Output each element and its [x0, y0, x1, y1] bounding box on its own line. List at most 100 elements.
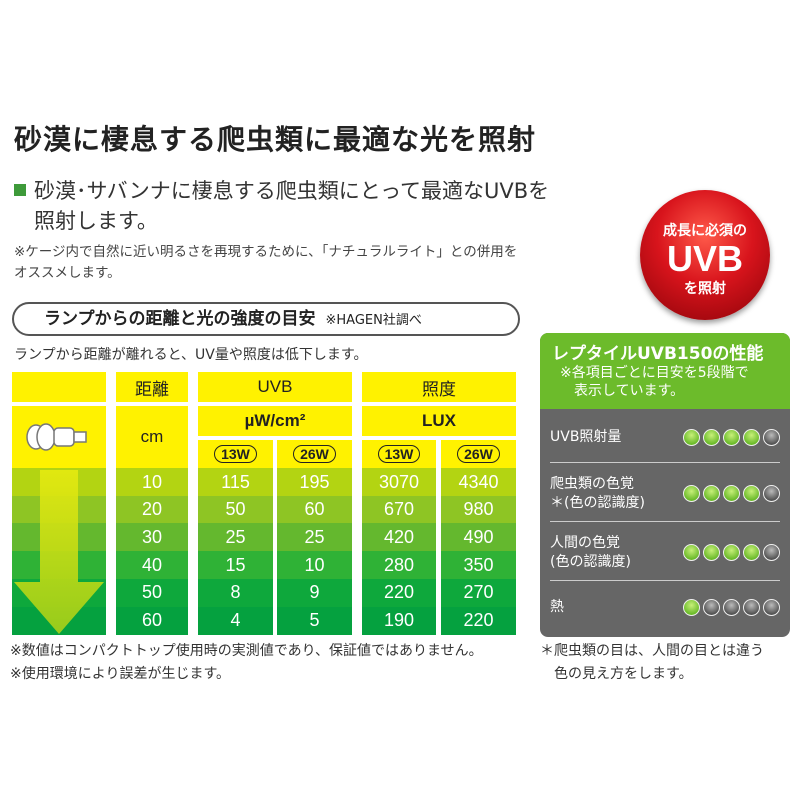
- cell-cm: 30: [116, 523, 188, 552]
- cell-lux13-text: 220: [383, 582, 415, 603]
- performance-row: 爬虫類の色覚 ＊(色の認識度): [550, 466, 780, 522]
- panel-subtitle-2: 表示しています。: [574, 383, 685, 399]
- badge-line-2: UVB: [666, 238, 743, 279]
- bullet-square-icon: [14, 184, 26, 196]
- performance-row: UVB照射量: [550, 413, 780, 463]
- badge-line-3: を照射: [684, 281, 726, 297]
- footnote-2: ※使用環境により誤差が生じます。: [10, 666, 231, 682]
- rating-dot-icon: [763, 429, 780, 446]
- label-line: 人間の色覚: [550, 534, 620, 551]
- cell-uvb26-text: 25: [304, 526, 325, 547]
- lamp-bulb-icon: [26, 423, 87, 451]
- label-line: UVB照射量: [550, 429, 622, 445]
- cell-uvb13-text: 50: [225, 499, 246, 520]
- rating-dot-icon: [723, 544, 740, 561]
- rating-dot-icon: [683, 598, 700, 616]
- rating-dot-icon: [723, 485, 740, 502]
- cell-uvb26: 60: [277, 495, 352, 524]
- cell-uvb13-text: 8: [230, 582, 241, 603]
- cell-uvb13: 115: [198, 468, 273, 497]
- cell-uvb26-text: 195: [299, 471, 330, 492]
- cell-cm-text: 40: [141, 554, 163, 575]
- cell-uvb26: 5: [277, 606, 352, 635]
- performance-label: UVB照射量: [550, 428, 621, 447]
- performance-row: 人間の色覚 (色の認識度): [550, 525, 780, 581]
- section-title-text: ランプからの距離と光の強度の目安: [44, 309, 316, 329]
- performance-label: 熱: [550, 598, 564, 617]
- rating-dot-icon: [683, 429, 700, 446]
- lead-text: 砂漠･サバンナに棲息する爬虫類にとって最適なUVBを 照射します。: [14, 176, 549, 236]
- cell-uvb26: 10: [277, 551, 352, 580]
- label-line: 熱: [550, 598, 564, 615]
- rating-dot-icon: [683, 544, 700, 561]
- header-watt-0: 13W: [198, 440, 273, 468]
- footnote-1: ※数値はコンパクトトップ使用時の実測値であり、保証値ではありません。: [10, 643, 483, 659]
- uvb-badge: 成長に必須の UVB を照射: [640, 190, 770, 320]
- cell-cm: 40: [116, 551, 188, 580]
- cell-lux13: 280: [362, 551, 436, 580]
- cell-lux26: 350: [441, 551, 516, 580]
- cell-lux26-text: 350: [463, 554, 494, 575]
- cell-lux26-text: 4340: [458, 471, 499, 492]
- page-title: 砂漠に棲息する爬虫類に最適な光を照射: [14, 123, 537, 156]
- lead-line-1: 砂漠･サバンナに棲息する爬虫類にとって最適なUVBを: [34, 179, 550, 203]
- cell-uvb13: 50: [198, 495, 273, 524]
- cell-lux13-text: 670: [383, 499, 415, 520]
- cell-lux13-text: 280: [383, 554, 415, 575]
- rating-dot-icon: [763, 485, 780, 502]
- cell-uvb26: 25: [277, 523, 352, 552]
- rating-dot-icon: [683, 485, 700, 502]
- note-line-2: オススメします。: [14, 265, 121, 281]
- rating-dots: [683, 544, 780, 561]
- cell-cm-text: 50: [141, 582, 163, 603]
- cell-lux13: 190: [362, 606, 436, 635]
- cell-cm-text: 20: [141, 499, 163, 520]
- header-lux: 照度: [362, 372, 516, 402]
- footnote-right-1: ＊爬虫類の目は、人間の目とは違う: [540, 643, 764, 659]
- performance-label: 人間の色覚 (色の認識度): [550, 534, 631, 572]
- rating-dot-icon: [743, 544, 760, 561]
- header-lux-unit: LUX: [362, 406, 516, 436]
- cell-uvb26-text: 10: [304, 554, 325, 575]
- cell-uvb26: 195: [277, 468, 352, 497]
- rating-dot-icon: [703, 598, 720, 616]
- cell-uvb13: 15: [198, 551, 273, 580]
- footnote-right: ＊爬虫類の目は、人間の目とは違う 色の見え方をします。: [540, 640, 764, 686]
- down-arrow-icon: [12, 470, 106, 636]
- section-title: ランプからの距離と光の強度の目安 ※HAGEN社調べ: [12, 302, 520, 336]
- note-line-1: ※ケージ内で自然に近い明るさを再現するために、「ナチュラルライト」との併用を: [14, 244, 518, 260]
- label-line: 爬虫類の色覚: [550, 475, 634, 492]
- cell-cm: 20: [116, 495, 188, 524]
- cell-uvb13-text: 15: [225, 554, 246, 575]
- cell-cm-text: 30: [141, 526, 163, 547]
- cell-lux26: 220: [441, 606, 516, 635]
- header-watt-3: 26W: [441, 440, 516, 468]
- label-line: (色の認識度): [550, 553, 631, 570]
- cell-lux26: 270: [441, 578, 516, 607]
- rating-dots: [683, 598, 780, 616]
- panel-header: レプタイルUVB150の性能 ※各項目ごとに目安を5段階で 表示しています。: [540, 333, 790, 409]
- cell-cm: 60: [116, 606, 188, 635]
- header-watt-1: 26W: [277, 440, 352, 468]
- section-source: ※HAGEN社調べ: [325, 313, 422, 328]
- rating-dot-icon: [703, 544, 720, 561]
- cell-lux26: 490: [441, 523, 516, 552]
- rating-dots: [683, 485, 780, 502]
- section-subtitle: ランプから距離が離れると、UV量や照度は低下します。: [14, 347, 368, 363]
- performance-label: 爬虫類の色覚 ＊(色の認識度): [550, 475, 645, 513]
- cell-lux13: 670: [362, 495, 436, 524]
- cell-lux26: 4340: [441, 468, 516, 497]
- rating-dot-icon: [703, 485, 720, 502]
- panel-subtitle-1: ※各項目ごとに目安を5段階で: [560, 365, 749, 381]
- header-uvb-text: UVB: [257, 377, 293, 396]
- header-cm-text: cm: [140, 427, 164, 446]
- cell-lux26: 980: [441, 495, 516, 524]
- cell-lux26-text: 490: [463, 526, 494, 547]
- rating-dot-icon: [743, 598, 760, 616]
- header-blank: [12, 372, 106, 402]
- footnote-right-2: 色の見え方をします。: [554, 666, 693, 682]
- cell-uvb13: 4: [198, 606, 273, 635]
- header-distance-text: 距離: [135, 379, 169, 399]
- note: ※ケージ内で自然に近い明るさを再現するために、「ナチュラルライト」との併用を オス…: [14, 242, 517, 284]
- cell-lux26-text: 220: [463, 610, 494, 631]
